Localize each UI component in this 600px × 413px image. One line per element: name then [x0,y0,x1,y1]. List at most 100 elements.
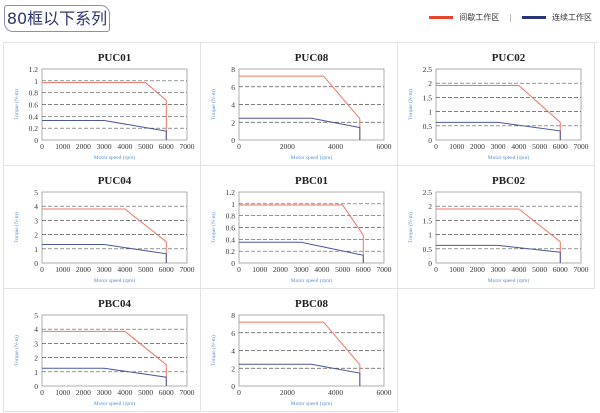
y-tick-label: 1 [34,245,38,254]
x-tick-label: 3000 [491,265,506,274]
x-tick-label: 1000 [252,265,267,274]
y-tick-label: 0 [34,382,38,391]
chart-panel-puc04: PUC04 0 1 2 3 4 5 0 1000 2000 3000 4000 5000 6000 7000… [4,166,201,289]
x-tick-label: 6000 [159,142,174,151]
x-tick-label: 4000 [117,142,132,151]
x-tick-label: 5000 [532,142,547,151]
y-tick-label: 5 [34,188,38,197]
chart-title: PBC01 [295,175,328,187]
chart-title: PUC02 [492,52,526,64]
chart-pbc02: PBC02 0 0.5 1 1.5 2 2.5 0 1000 2000 3000 4000 5000 60… [407,175,589,284]
x-axis-label: Motor speed (rpm) [488,277,530,284]
y-tick-label: 0.6 [29,101,39,110]
x-tick-label: 2000 [76,388,91,397]
x-tick-label: 3000 [294,265,309,274]
x-axis-label: Motor speed (rpm) [94,400,136,407]
y-axis-label: Torque (N-m) [210,212,217,243]
y-tick-label: 0 [34,259,38,268]
x-tick-label: 4000 [117,265,132,274]
x-tick-label: 0 [237,265,241,274]
y-tick-label: 2 [231,364,235,373]
y-tick-label: 0.4 [29,112,39,121]
intermittent-series-line [239,321,361,386]
y-axis-label: Torque (N-m) [13,335,20,366]
x-tick-label: 2000 [280,388,295,397]
x-axis-label: Motor speed (rpm) [488,154,530,161]
x-tick-label: 6000 [159,388,174,397]
x-tick-label: 0 [237,142,241,151]
chart-panel-puc08: PUC08 0 2 4 6 8 0 2000 4000 6000 Motor speed (rpm)… [201,43,398,166]
continuous-series-line [239,363,361,386]
chart-puc04: PUC04 0 1 2 3 4 5 0 1000 2000 3000 4000 5000 6000 7000… [13,175,195,284]
x-tick-label: 1000 [55,142,70,151]
chart-pbc04: PBC04 0 1 2 3 4 5 0 1000 2000 3000 4000 5000 6000 7000… [13,298,195,407]
y-tick-label: 4 [231,101,235,110]
x-tick-label: 5000 [138,388,153,397]
x-tick-label: 0 [40,388,44,397]
chart-panel-puc01: PUC01 0 0.2 0.4 0.6 0.8 1 1.2 0 1000 2000 3000 4000 5… [4,43,201,166]
y-tick-label: 0.6 [226,224,236,233]
chart-panel-puc02: PUC02 0 0.5 1 1.5 2 2.5 0 1000 2000 3000 4000 5000 60… [398,43,595,166]
y-tick-label: 0.2 [226,247,236,256]
x-tick-label: 4000 [511,142,526,151]
plot-area [435,68,582,141]
y-axis-label: Torque (N-m) [407,212,414,243]
y-tick-label: 6 [231,83,235,92]
y-tick-label: 1 [428,108,432,117]
x-tick-label: 5000 [138,265,153,274]
y-tick-label: 1.5 [423,216,433,225]
y-tick-label: 0 [34,136,38,145]
x-tick-label: 6000 [159,265,174,274]
chart-title: PUC08 [295,52,329,64]
x-tick-label: 3000 [97,142,112,151]
x-tick-label: 5000 [138,142,153,151]
x-axis-label: Motor speed (rpm) [291,154,333,161]
y-tick-label: 0.8 [29,89,39,98]
chart-puc08: PUC08 0 2 4 6 8 0 2000 4000 6000 Motor speed (rpm)… [210,52,392,161]
intermittent-series-line [436,208,561,263]
y-tick-label: 5 [34,311,38,320]
y-tick-label: 2 [34,231,38,240]
x-tick-label: 6000 [377,142,392,151]
x-tick-label: 7000 [180,388,195,397]
y-tick-label: 0 [231,259,235,268]
x-tick-label: 6000 [553,142,568,151]
x-tick-label: 0 [434,265,438,274]
y-tick-label: 8 [231,65,235,74]
y-tick-label: 4 [34,202,38,211]
x-tick-label: 4000 [117,388,132,397]
plot-area [41,191,188,264]
continuous-series-line [239,241,364,263]
chart-panel-pbc02: PBC02 0 0.5 1 1.5 2 2.5 0 1000 2000 3000 4000 5000 60… [398,166,595,289]
plot-area [41,314,188,387]
x-tick-label: 4000 [314,265,329,274]
y-axis-label: Torque (N-m) [13,89,20,120]
x-tick-label: 1000 [55,265,70,274]
x-tick-label: 2000 [470,142,485,151]
y-axis-label: Torque (N-m) [13,212,20,243]
y-tick-label: 1.2 [226,188,236,197]
x-tick-label: 7000 [180,265,195,274]
plot-area [435,191,582,264]
chart-panel-pbc04: PBC04 0 1 2 3 4 5 0 1000 2000 3000 4000 5000 6000 7000… [4,289,201,412]
legend-label-continuous: 连续工作区 [552,13,592,22]
y-tick-label: 0.2 [29,124,39,133]
y-tick-label: 1 [428,231,432,240]
chart-title: PBC02 [492,175,526,187]
y-tick-label: 0.8 [226,212,236,221]
y-axis-label: Torque (N-m) [407,89,414,120]
y-tick-label: 2.5 [423,65,433,74]
y-tick-label: 1 [34,368,38,377]
chart-title: PUC04 [98,175,132,187]
x-axis-label: Motor speed (rpm) [291,277,333,284]
chart-grid: PUC01 0 0.2 0.4 0.6 0.8 1 1.2 0 1000 2000 3000 4000 5… [3,42,598,412]
y-tick-label: 4 [231,347,235,356]
x-tick-label: 0 [40,265,44,274]
x-tick-label: 0 [434,142,438,151]
x-tick-label: 7000 [377,265,392,274]
x-tick-label: 5000 [532,265,547,274]
y-tick-label: 1.5 [423,93,433,102]
y-tick-label: 2 [231,118,235,127]
continuous-series-line [436,244,561,263]
x-tick-label: 2000 [76,265,91,274]
